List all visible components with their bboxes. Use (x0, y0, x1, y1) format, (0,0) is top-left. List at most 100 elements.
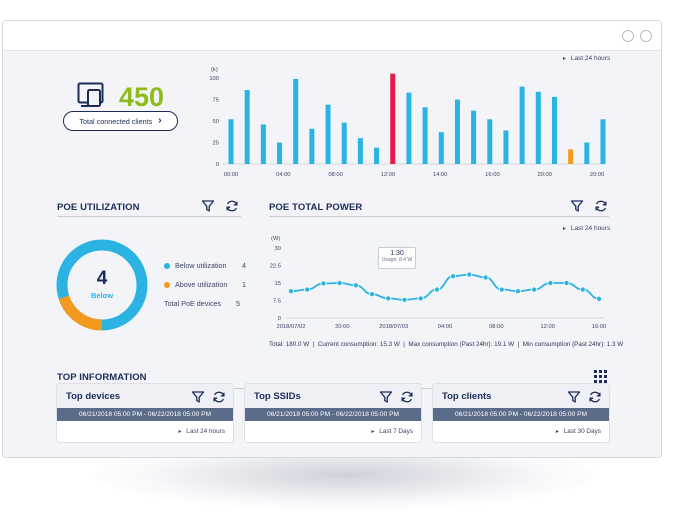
clients-range-selector[interactable]: ▸ Last 24 hours (563, 55, 610, 62)
power-refresh-icon[interactable] (594, 199, 608, 213)
legend-below-dot (164, 262, 170, 269)
bar-x-tick: 00:00 (224, 172, 239, 178)
clients-range-label: Last 24 hours (570, 55, 611, 62)
card-title: Top devices (66, 391, 121, 402)
bar-x-tick: 20:00 (537, 172, 552, 178)
refresh-icon[interactable] (400, 390, 414, 404)
client-bar[interactable] (406, 92, 412, 164)
line-x-tick: 04:00 (438, 324, 453, 330)
client-bar[interactable] (600, 119, 606, 164)
bar-x-tick: 14:00 (433, 172, 448, 178)
tooltip-time: 1:30 (390, 250, 404, 257)
card-date-range: 06/21/2018 05:00 PM - 06/22/2018 05:00 P… (57, 408, 233, 421)
refresh-icon[interactable] (225, 199, 239, 213)
client-bar[interactable] (244, 90, 250, 164)
card-range-selector[interactable]: ▸ Last 30 Days (556, 428, 601, 435)
client-bar[interactable] (260, 124, 266, 164)
client-bar[interactable] (438, 132, 444, 164)
window-close-icon[interactable] (640, 30, 652, 42)
client-bar[interactable] (293, 78, 299, 164)
line-y-tick: 15 (275, 281, 281, 287)
total-connected-clients-button[interactable]: Total connected clients › (63, 111, 178, 131)
client-bar[interactable] (277, 142, 283, 165)
power-point[interactable] (498, 286, 505, 293)
power-point[interactable] (563, 280, 570, 287)
power-point[interactable] (450, 273, 457, 280)
client-bar[interactable] (374, 147, 380, 164)
power-point[interactable] (304, 286, 311, 293)
power-point[interactable] (482, 274, 489, 281)
card-range-selector[interactable]: ▸ Last 7 Days (371, 428, 413, 435)
poe-total-power-title: POE TOTAL POWER (269, 202, 363, 213)
client-bar[interactable] (519, 86, 525, 164)
refresh-icon[interactable] (212, 390, 226, 404)
power-point[interactable] (531, 286, 538, 293)
poe-power-line-chart: 3022.5157.5018:0020:0000:0004:0008:0012:… (270, 246, 607, 330)
bar-y-tick: 25 (213, 141, 219, 147)
window-minimize-icon[interactable] (622, 30, 634, 42)
refresh-icon[interactable] (588, 390, 602, 404)
donut-center-label: Below (90, 291, 114, 300)
power-point[interactable] (595, 295, 602, 302)
power-point[interactable] (401, 296, 408, 303)
power-point[interactable] (385, 295, 392, 302)
power-filter-icon[interactable] (570, 199, 584, 213)
legend-total: Total PoE devices 5 (164, 299, 240, 308)
client-bar[interactable] (325, 104, 331, 164)
power-point[interactable] (433, 286, 440, 293)
power-point[interactable] (352, 282, 359, 289)
power-point[interactable] (320, 280, 327, 287)
top-information-title: TOP INFORMATION (57, 372, 147, 383)
caret-right-icon: ▸ (555, 429, 559, 435)
power-point[interactable] (466, 271, 473, 278)
power-point[interactable] (287, 288, 294, 295)
caret-right-icon: ▸ (178, 429, 182, 435)
line-y-tick: 30 (275, 246, 281, 252)
client-bar[interactable] (357, 138, 363, 164)
client-bar[interactable] (422, 107, 428, 164)
power-point[interactable] (336, 280, 343, 287)
client-bar[interactable] (309, 128, 315, 164)
power-series-line (290, 273, 600, 301)
bar-y-tick: 0 (216, 162, 219, 168)
client-bar[interactable] (454, 99, 460, 165)
power-range-label: Last 24 hours (570, 225, 611, 232)
client-bar[interactable] (568, 149, 574, 164)
power-point[interactable] (547, 280, 554, 287)
power-point[interactable] (369, 291, 376, 298)
line-x-date-label: 2018/07/03 (379, 324, 408, 330)
power-point[interactable] (514, 288, 521, 295)
client-bar[interactable] (341, 122, 347, 164)
line-x-tick: 16:00 (592, 324, 607, 330)
poe-power-divider (269, 216, 609, 217)
card-range-selector[interactable]: ▸ Last 24 hours (178, 428, 225, 435)
filter-icon[interactable] (201, 199, 215, 213)
legend-above-label: Above utilization (175, 280, 228, 289)
filter-icon[interactable] (191, 390, 205, 404)
grid-menu-icon[interactable] (594, 370, 607, 383)
bar-x-tick: 16:00 (485, 172, 500, 178)
caret-right-icon: ▸ (563, 226, 567, 232)
client-bar[interactable] (487, 119, 493, 164)
filter-icon[interactable] (567, 390, 581, 404)
legend-total-value: 5 (236, 299, 240, 308)
power-point[interactable] (579, 286, 586, 293)
legend-below: Below utilization 4 (164, 261, 246, 270)
legend-above: Above utilization 1 (164, 280, 246, 289)
bar-x-tick: 12:00 (381, 172, 396, 178)
client-bar[interactable] (503, 130, 509, 164)
client-bar[interactable] (584, 142, 590, 165)
bar-y-tick: 100 (209, 76, 219, 82)
client-bar[interactable] (551, 96, 557, 164)
client-bar[interactable] (228, 119, 234, 164)
power-range-selector[interactable]: ▸ Last 24 hours (563, 225, 610, 232)
power-point[interactable] (417, 295, 424, 302)
card-title: Top SSIDs (254, 391, 301, 402)
client-bar[interactable] (390, 73, 396, 164)
bar-y-tick: 50 (213, 119, 219, 125)
client-bar[interactable] (535, 91, 541, 164)
legend-total-label: Total PoE devices (164, 299, 222, 308)
client-bar[interactable] (471, 110, 477, 164)
filter-icon[interactable] (379, 390, 393, 404)
